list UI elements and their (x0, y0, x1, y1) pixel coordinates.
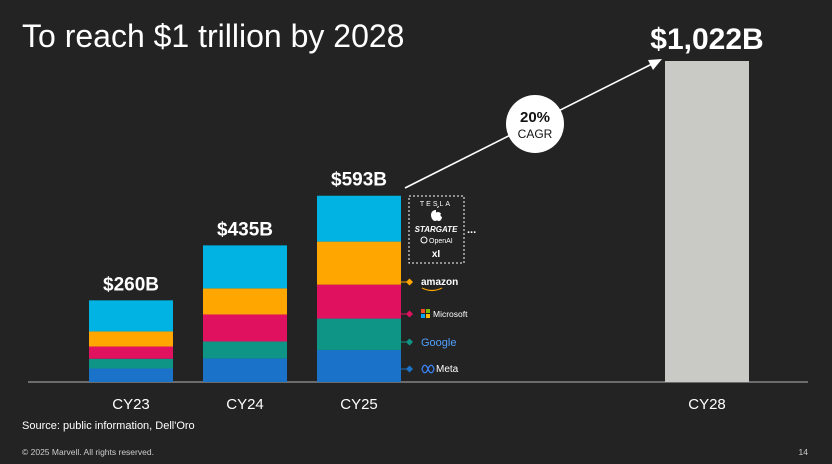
bar-segment-cy24-4 (203, 245, 287, 289)
others-logo-box (408, 195, 465, 264)
bar-segment-cy24-3 (203, 288, 287, 315)
total-label-cy23: $260B (103, 274, 159, 295)
cagr-annotation: 20% CAGR (404, 59, 662, 189)
openai-icon (420, 236, 428, 244)
cagr-arrowhead (648, 59, 662, 70)
microsoft-logo: Microsoft (433, 309, 468, 319)
page-number: 14 (798, 447, 808, 457)
microsoft-marker (405, 310, 414, 318)
category-label-cy25: CY25 (340, 396, 378, 413)
amazon-marker (405, 278, 414, 286)
bar-segment-cy25-2 (317, 284, 401, 319)
cagr-label: CAGR (518, 127, 553, 141)
bar-segment-cy28-5 (665, 61, 749, 382)
tesla-logo: TESLA (420, 201, 452, 208)
bars-group (89, 61, 749, 382)
meta-marker (405, 365, 414, 373)
category-label-cy23: CY23 (112, 396, 150, 413)
total-label-cy28: $1,022B (650, 23, 763, 56)
bar-segment-cy23-3 (89, 331, 173, 347)
copyright-footer: © 2025 Marvell. All rights reserved. (22, 447, 154, 457)
total-label-cy25: $593B (331, 170, 387, 191)
amazon-smile-icon (421, 287, 443, 292)
stargate-logo: STARGATE (415, 225, 458, 234)
bar-segment-cy25-3 (317, 241, 401, 285)
category-label-cy28: CY28 (688, 396, 726, 413)
source-note: Source: public information, Dell'Oro (22, 420, 195, 432)
bar-segment-cy25-1 (317, 318, 401, 350)
bar-segment-cy24-2 (203, 314, 287, 342)
amazon-logo: amazon (421, 277, 458, 288)
bar-segment-cy23-4 (89, 300, 173, 332)
google-logo: Google (421, 337, 456, 349)
google-marker (405, 338, 414, 346)
xai-logo: xI (432, 249, 441, 260)
cagr-badge (506, 95, 564, 153)
bar-segment-cy23-0 (89, 368, 173, 382)
more-ellipsis: ... (467, 224, 476, 236)
category-label-cy24: CY24 (226, 396, 264, 413)
category-labels-group: CY23 CY24 CY25 CY28 (112, 396, 726, 413)
openai-logo: OpenAI (429, 238, 453, 245)
meta-infinity-icon (421, 364, 435, 374)
microsoft-icon (421, 309, 430, 318)
total-labels-group: $260B $435B $593B $1,022B (103, 23, 764, 295)
bar-segment-cy24-0 (203, 358, 287, 382)
bar-segment-cy25-4 (317, 195, 401, 242)
bar-segment-cy23-2 (89, 346, 173, 359)
bar-segment-cy23-1 (89, 358, 173, 369)
legend: TESLA STARGATE OpenAI xI ... amazon Micr… (400, 195, 476, 375)
apple-icon (431, 206, 442, 221)
bar-segment-cy25-0 (317, 349, 401, 382)
cagr-value: 20% (520, 109, 550, 126)
bar-segment-cy24-1 (203, 341, 287, 359)
total-label-cy24: $435B (217, 219, 273, 240)
meta-logo: Meta (436, 364, 459, 375)
slide-title: To reach $1 trillion by 2028 (22, 18, 405, 54)
